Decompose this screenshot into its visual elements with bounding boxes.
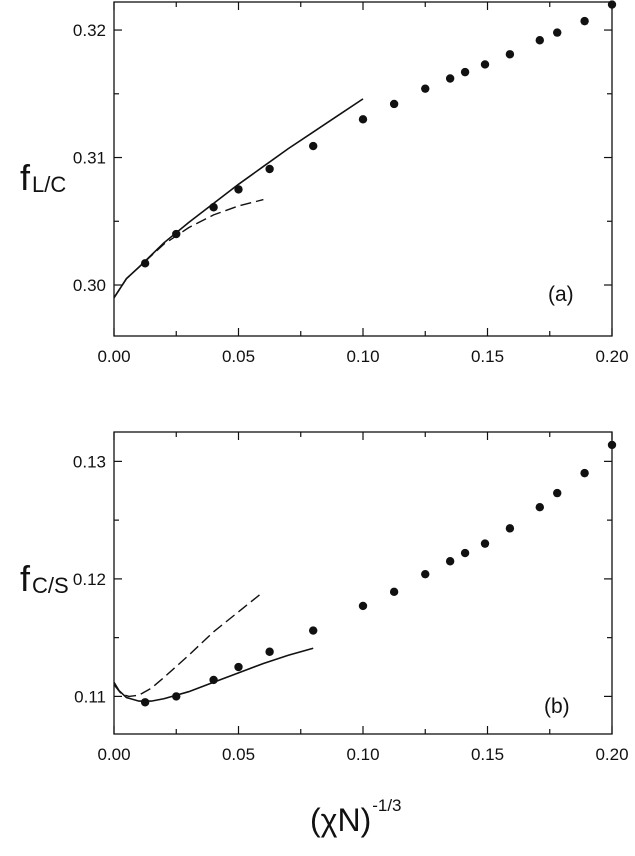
panel-b-data-point — [580, 468, 589, 478]
panel-a-solid-curve — [113, 98, 364, 299]
panel-b-ticks: 0.00 0.05 0.10 0.15 0.20 0.11 0.12 0.13 — [73, 432, 629, 764]
panel-b-data-point — [505, 524, 515, 533]
panel-b: 0.00 0.05 0.10 0.15 0.20 0.11 0.12 0.13 (b) f C… — [20, 431, 629, 764]
panel-b-data-point — [445, 557, 455, 566]
panel-b-ylabel: f C/S — [20, 558, 69, 599]
panel-b-data-point — [234, 662, 243, 672]
panel-b-data-point — [265, 647, 274, 656]
panel-b-xtick-label: 0.10 — [346, 745, 379, 764]
panel-b-data-point — [607, 440, 617, 450]
panel-b-data-point — [460, 548, 470, 558]
panel-a-ytick-label: 0.31 — [73, 149, 106, 168]
panel-b-data-point — [140, 698, 150, 707]
panel-b-label: (b) — [544, 695, 570, 718]
x-axis-label-main: (χN) — [310, 802, 371, 838]
panel-b-data-point — [480, 539, 490, 548]
panel-a-ylabel-main: f — [20, 157, 31, 198]
panel-b-dashed-curve — [113, 591, 264, 698]
panel-a-data-point — [535, 36, 544, 45]
panel-a-data-point — [234, 185, 243, 194]
panel-a-data-point — [607, 0, 617, 9]
panel-b-xtick-label: 0.15 — [471, 745, 504, 764]
panel-a-xtick-label: 0.20 — [595, 347, 628, 366]
panel-a-ytick-label: 0.32 — [73, 21, 106, 40]
panel-a-data-point — [265, 164, 274, 174]
panel-a-ticks: 0.00 0.05 0.10 0.15 0.20 0.30 0.31 0.32 — [73, 2, 629, 366]
panel-b-ytick-label: 0.12 — [73, 570, 106, 589]
panel-a-ytick-label: 0.30 — [73, 276, 106, 295]
panel-a-data-point — [140, 259, 150, 268]
panel-b-ytick-label: 0.13 — [73, 452, 106, 471]
panel-a-data-point — [358, 115, 368, 124]
panel-b-frame — [113, 431, 613, 735]
panel-b-data-point — [389, 587, 399, 597]
panel-b-solid-curve — [113, 647, 314, 702]
panel-a-frame — [113, 1, 613, 337]
panel-b-data-point — [358, 601, 368, 611]
panel-b-xtick-label: 0.00 — [97, 745, 130, 764]
panel-a-data-point — [445, 74, 455, 83]
panel-a: 0.00 0.05 0.10 0.15 0.20 0.30 0.31 0.32 (a) f L… — [20, 0, 629, 366]
panel-a-data-point — [309, 141, 318, 151]
panel-a-xtick-label: 0.10 — [346, 347, 379, 366]
panel-b-data-point — [421, 569, 430, 579]
panel-a-label: (a) — [548, 283, 574, 306]
panel-a-data-point — [580, 16, 589, 26]
panel-a-xtick-label: 0.15 — [471, 347, 504, 366]
panel-b-ylabel-main: f — [20, 558, 31, 599]
x-axis-label-sup: -1/3 — [372, 796, 401, 815]
panel-a-data-point — [505, 50, 515, 59]
panel-a-data-point — [389, 99, 399, 109]
panel-b-data-point — [535, 503, 544, 512]
panel-b-xtick-label: 0.20 — [595, 745, 628, 764]
x-axis-label: (χN) -1/3 — [310, 796, 402, 838]
panel-a-data-point — [460, 67, 470, 77]
panel-b-marks — [113, 440, 617, 707]
panel-b-ytick-label: 0.11 — [74, 687, 106, 706]
panel-a-xtick-label: 0.05 — [222, 347, 255, 366]
panel-a-data-point — [421, 84, 430, 93]
panel-b-ylabel-sub: C/S — [32, 573, 69, 598]
panel-a-data-point — [553, 28, 562, 37]
panel-a-xtick-label: 0.00 — [97, 347, 130, 366]
panel-a-data-point — [480, 60, 490, 69]
panel-a-marks — [113, 0, 617, 299]
panel-a-ylabel: f L/C — [20, 157, 66, 198]
panel-a-dashed-curve — [113, 198, 264, 299]
panel-b-data-point — [553, 488, 562, 498]
panel-a-ylabel-sub: L/C — [32, 172, 66, 197]
panel-b-data-point — [309, 626, 318, 635]
panel-b-xtick-label: 0.05 — [222, 745, 255, 764]
